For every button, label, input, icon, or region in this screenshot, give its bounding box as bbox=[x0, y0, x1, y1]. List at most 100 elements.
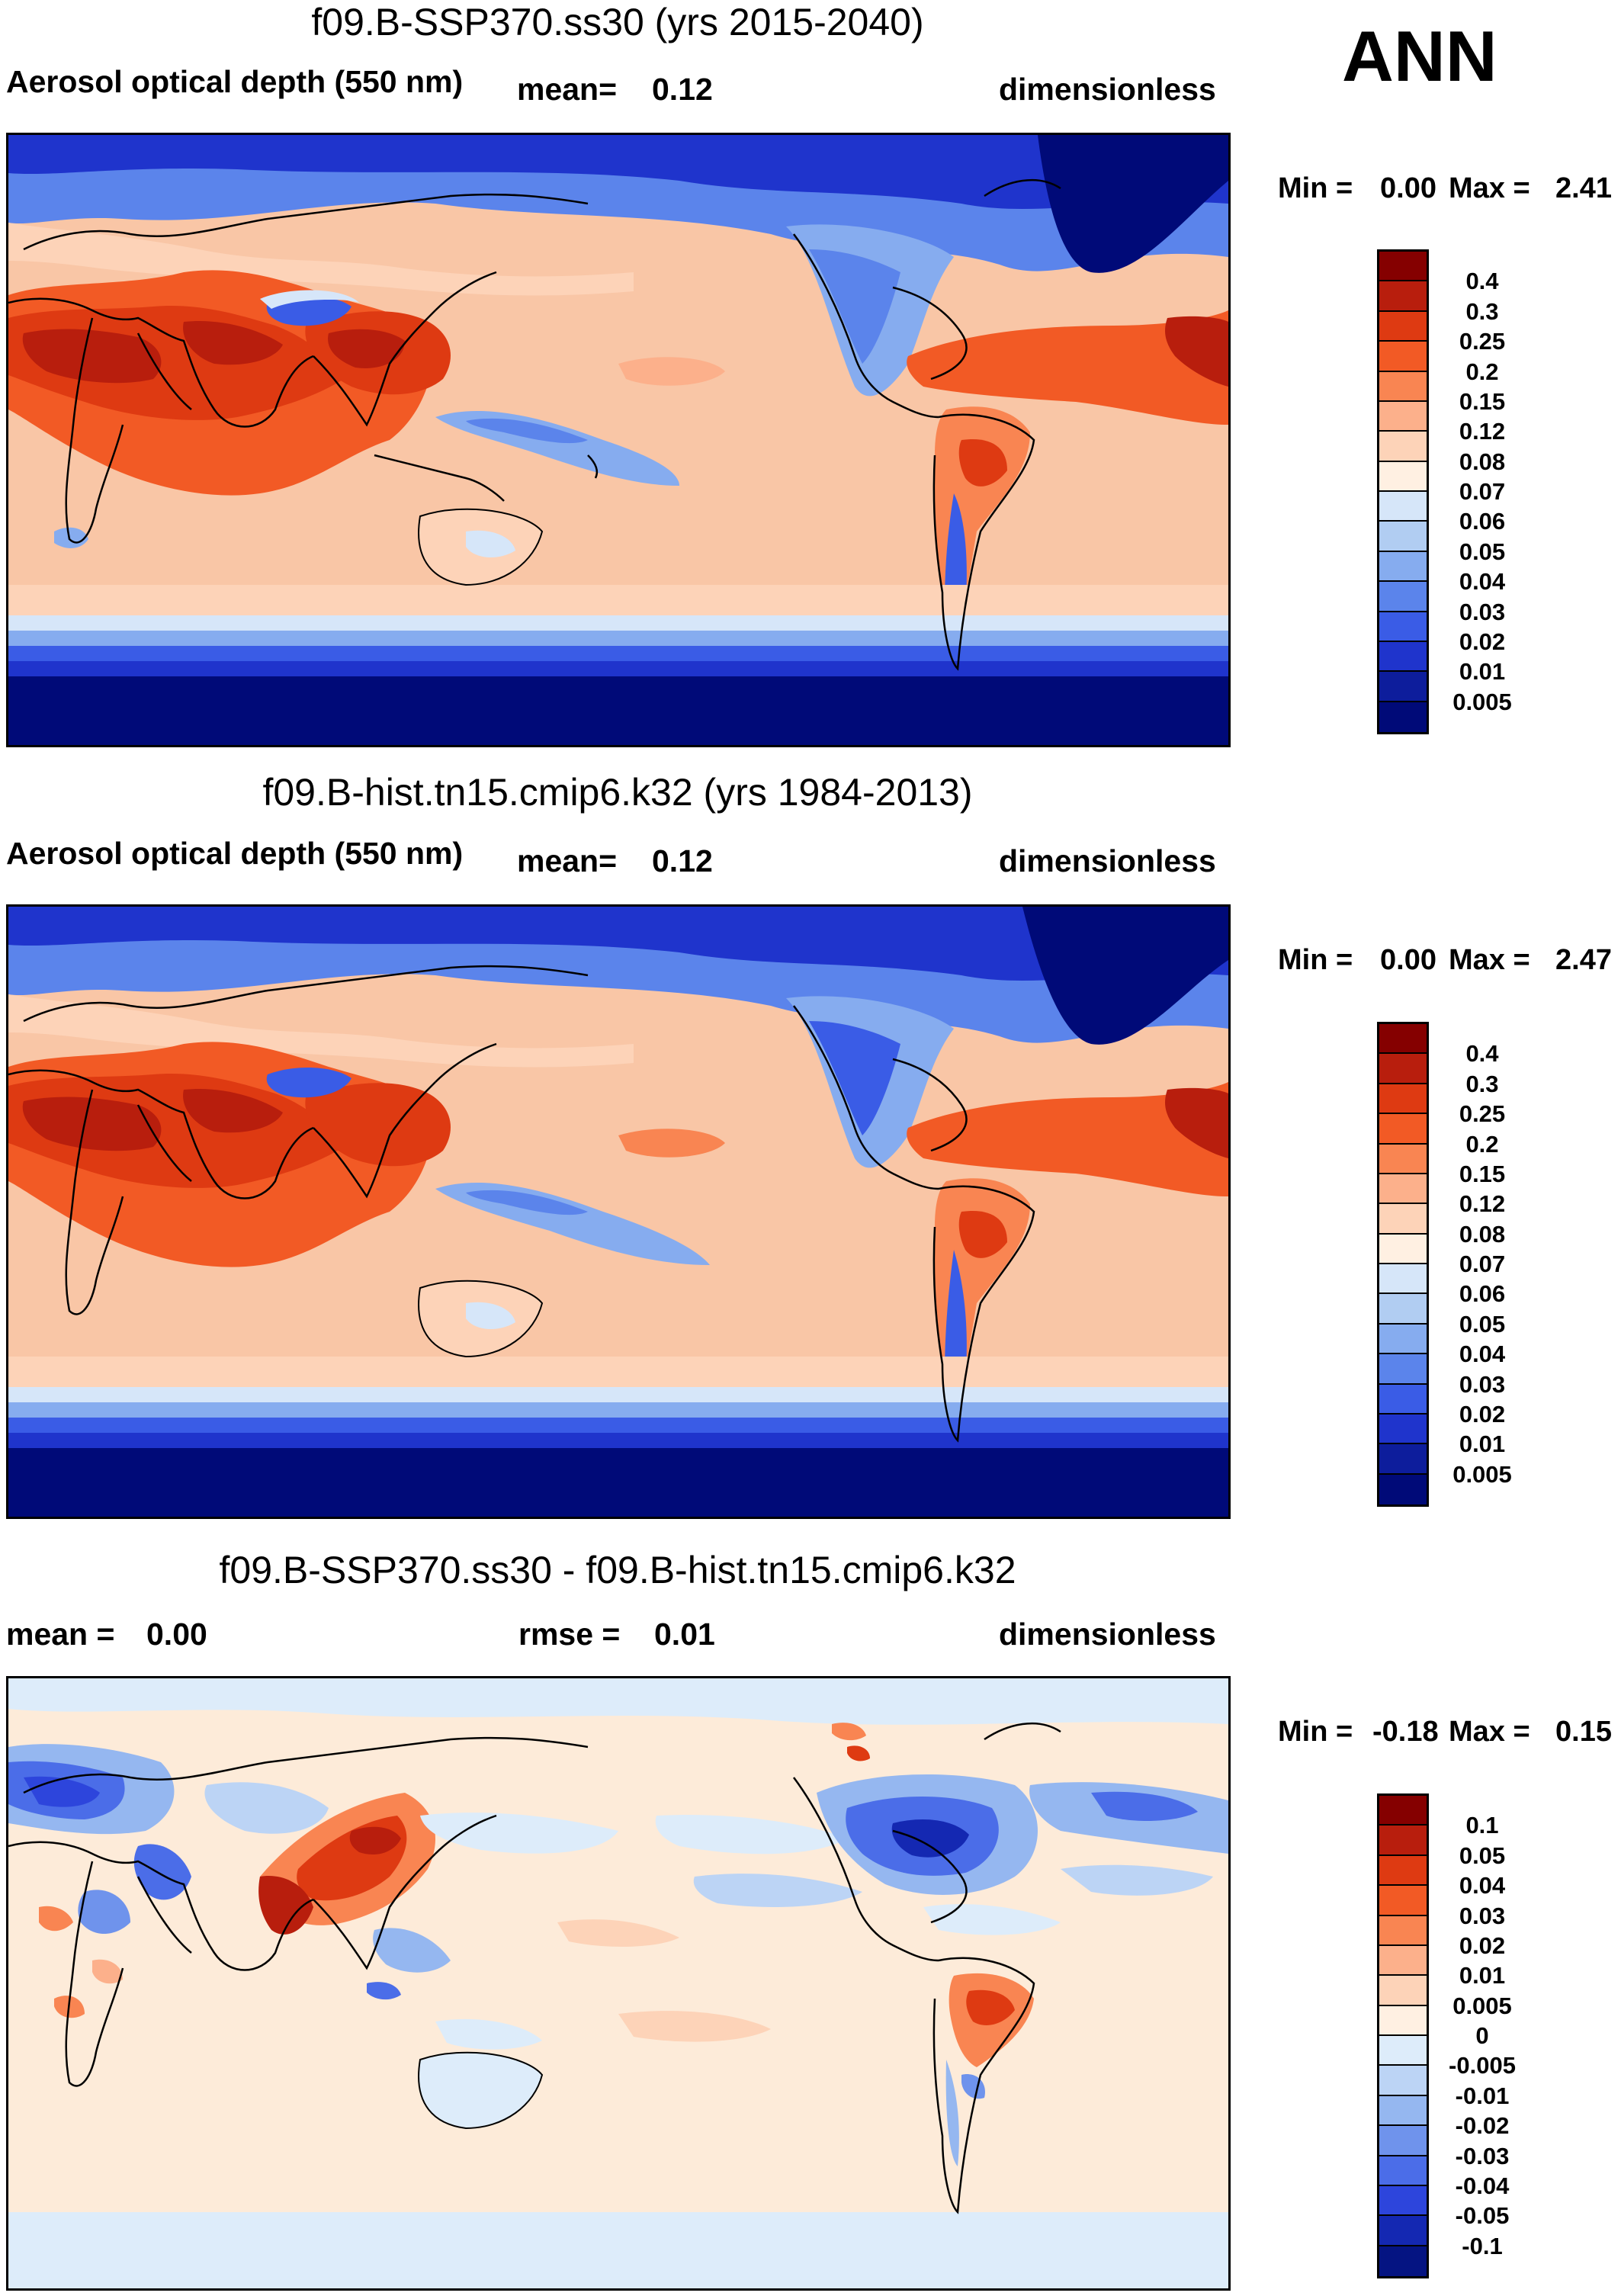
colorbar-tick-label: 0.25 bbox=[1459, 1100, 1506, 1128]
panel2-min-value: 0.00 bbox=[1380, 944, 1436, 976]
colorbar-tick-label: 0.2 bbox=[1465, 358, 1499, 385]
panel3-mean-value: 0.00 bbox=[146, 1617, 207, 1652]
colorbar-tick-label: 0.04 bbox=[1459, 568, 1506, 596]
colorbar-tick-label: 0.3 bbox=[1465, 297, 1499, 325]
panel2-variable-label: Aerosol optical depth (550 nm) bbox=[6, 836, 464, 871]
panel2-mean-label: mean= bbox=[517, 843, 618, 878]
panel3-min-label: Min = bbox=[1278, 1716, 1353, 1748]
colorbar-swatch bbox=[1379, 1234, 1427, 1264]
panel1-mean-value: 0.12 bbox=[652, 72, 713, 107]
colorbar-swatch bbox=[1379, 1796, 1427, 1826]
colorbar-swatch bbox=[1379, 2185, 1427, 2217]
colorbar-swatch bbox=[1379, 1204, 1427, 1235]
panel1-units: dimensionless bbox=[999, 72, 1216, 107]
colorbar-swatch bbox=[1379, 1886, 1427, 1916]
colorbar-tick-label: 0.06 bbox=[1459, 508, 1506, 535]
colorbar-swatch bbox=[1379, 401, 1427, 432]
colorbar-tick-label: 0.08 bbox=[1459, 1220, 1506, 1248]
colorbar-swatch bbox=[1379, 1855, 1427, 1887]
colorbar-tick-label: 0.05 bbox=[1459, 1310, 1506, 1337]
panel1-max-label: Max = bbox=[1449, 172, 1530, 204]
colorbar-tick-label: 0.12 bbox=[1459, 418, 1506, 445]
panel2-units: dimensionless bbox=[999, 843, 1216, 878]
colorbar-swatch bbox=[1379, 342, 1427, 372]
colorbar-tick-label: 0.02 bbox=[1459, 628, 1506, 655]
colorbar-tick-label: 0.005 bbox=[1452, 688, 1512, 715]
colorbar-tick-label: 0.03 bbox=[1459, 1370, 1506, 1398]
colorbar-tick-label: 0.04 bbox=[1459, 1341, 1506, 1368]
colorbar-swatch bbox=[1379, 1915, 1427, 1946]
colorbar-tick-label: 0.08 bbox=[1459, 448, 1506, 475]
colorbar-tick-label: 0.005 bbox=[1452, 1460, 1512, 1488]
colorbar-swatch bbox=[1379, 1024, 1427, 1055]
panel3-max-value: 0.15 bbox=[1555, 1716, 1612, 1748]
colorbar-swatch bbox=[1379, 672, 1427, 702]
colorbar-swatch bbox=[1379, 1174, 1427, 1205]
panel3-colorbar bbox=[1377, 1793, 1429, 2278]
panel1-variable-label: Aerosol optical depth (550 nm) bbox=[6, 64, 464, 99]
colorbar-swatch bbox=[1379, 1294, 1427, 1325]
colorbar-tick-label: -0.04 bbox=[1455, 2172, 1510, 2199]
colorbar-tick-label: 0.03 bbox=[1459, 1902, 1506, 1929]
panel3-max-label: Max = bbox=[1449, 1716, 1530, 1748]
colorbar-tick-label: 0.15 bbox=[1459, 387, 1506, 415]
panel3-mean-label: mean = bbox=[6, 1617, 115, 1652]
colorbar-tick-label: 0.03 bbox=[1459, 598, 1506, 625]
colorbar-swatch bbox=[1379, 2095, 1427, 2127]
panel1-mean-label: mean= bbox=[517, 72, 618, 107]
panel3-title: f09.B-SSP370.ss30 - f09.B-hist.tn15.cmip… bbox=[219, 1549, 1016, 1591]
panel3-rmse-value: 0.01 bbox=[654, 1617, 715, 1652]
colorbar-tick-label: 0.07 bbox=[1459, 478, 1506, 505]
colorbar-swatch bbox=[1379, 1144, 1427, 1174]
panel2-mean-value: 0.12 bbox=[652, 843, 713, 878]
colorbar-tick-label: -0.03 bbox=[1455, 2142, 1510, 2169]
colorbar-tick-label: 0.3 bbox=[1465, 1070, 1499, 1097]
colorbar-tick-label: 0.4 bbox=[1465, 1040, 1499, 1068]
panel1-max-value: 2.41 bbox=[1555, 172, 1612, 204]
colorbar-tick-label: 0.1 bbox=[1465, 1812, 1499, 1839]
colorbar-tick-label: 0.12 bbox=[1459, 1190, 1506, 1218]
colorbar-swatch bbox=[1379, 612, 1427, 642]
colorbar-swatch bbox=[1379, 2126, 1427, 2156]
colorbar-swatch bbox=[1379, 1945, 1427, 1976]
colorbar-swatch bbox=[1379, 522, 1427, 552]
colorbar-swatch bbox=[1379, 1414, 1427, 1445]
panel1-min-value: 0.00 bbox=[1380, 172, 1436, 204]
panel1-map bbox=[6, 133, 1231, 747]
colorbar-swatch bbox=[1379, 2005, 1427, 2036]
colorbar-swatch bbox=[1379, 1264, 1427, 1295]
colorbar-tick-label: 0 bbox=[1475, 2022, 1489, 2049]
colorbar-tick-label: 0.01 bbox=[1459, 658, 1506, 686]
colorbar-swatch bbox=[1379, 582, 1427, 612]
colorbar-tick-label: 0.15 bbox=[1459, 1160, 1506, 1187]
colorbar-swatch bbox=[1379, 2216, 1427, 2246]
colorbar-swatch bbox=[1379, 1324, 1427, 1355]
colorbar-swatch bbox=[1379, 281, 1427, 312]
colorbar-swatch bbox=[1379, 311, 1427, 342]
panel2-max-value: 2.47 bbox=[1555, 944, 1612, 976]
colorbar-swatch bbox=[1379, 492, 1427, 522]
colorbar-tick-label: 0.05 bbox=[1459, 1842, 1506, 1869]
season-label: ANN bbox=[1342, 16, 1497, 96]
panel3-units: dimensionless bbox=[999, 1617, 1216, 1652]
colorbar-tick-label: 0.005 bbox=[1452, 1992, 1512, 2019]
colorbar-swatch bbox=[1379, 1384, 1427, 1415]
colorbar-tick-label: -0.02 bbox=[1455, 2112, 1510, 2140]
colorbar-swatch bbox=[1379, 2246, 1427, 2276]
colorbar-swatch bbox=[1379, 2036, 1427, 2066]
panel2-map bbox=[6, 904, 1231, 1519]
colorbar-tick-label: 0.06 bbox=[1459, 1280, 1506, 1308]
colorbar-swatch bbox=[1379, 1084, 1427, 1115]
panel1-colorbar bbox=[1377, 249, 1429, 734]
colorbar-swatch bbox=[1379, 461, 1427, 492]
colorbar-swatch bbox=[1379, 1474, 1427, 1504]
colorbar-tick-label: 0.01 bbox=[1459, 1431, 1506, 1458]
panel2-title: f09.B-hist.tn15.cmip6.k32 (yrs 1984-2013… bbox=[262, 771, 973, 814]
colorbar-tick-label: 0.02 bbox=[1459, 1400, 1506, 1427]
panel2-min-label: Min = bbox=[1278, 944, 1353, 976]
colorbar-tick-label: -0.01 bbox=[1455, 2082, 1510, 2109]
panel3-rmse-label: rmse = bbox=[518, 1617, 621, 1652]
colorbar-swatch bbox=[1379, 1114, 1427, 1145]
colorbar-tick-label: -0.1 bbox=[1462, 2232, 1503, 2259]
colorbar-swatch bbox=[1379, 2156, 1427, 2186]
